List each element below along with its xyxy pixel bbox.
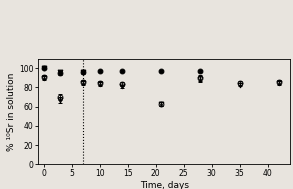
X-axis label: Time, days: Time, days bbox=[139, 181, 189, 189]
Y-axis label: % ¹⁰Sr in solution: % ¹⁰Sr in solution bbox=[7, 72, 16, 151]
